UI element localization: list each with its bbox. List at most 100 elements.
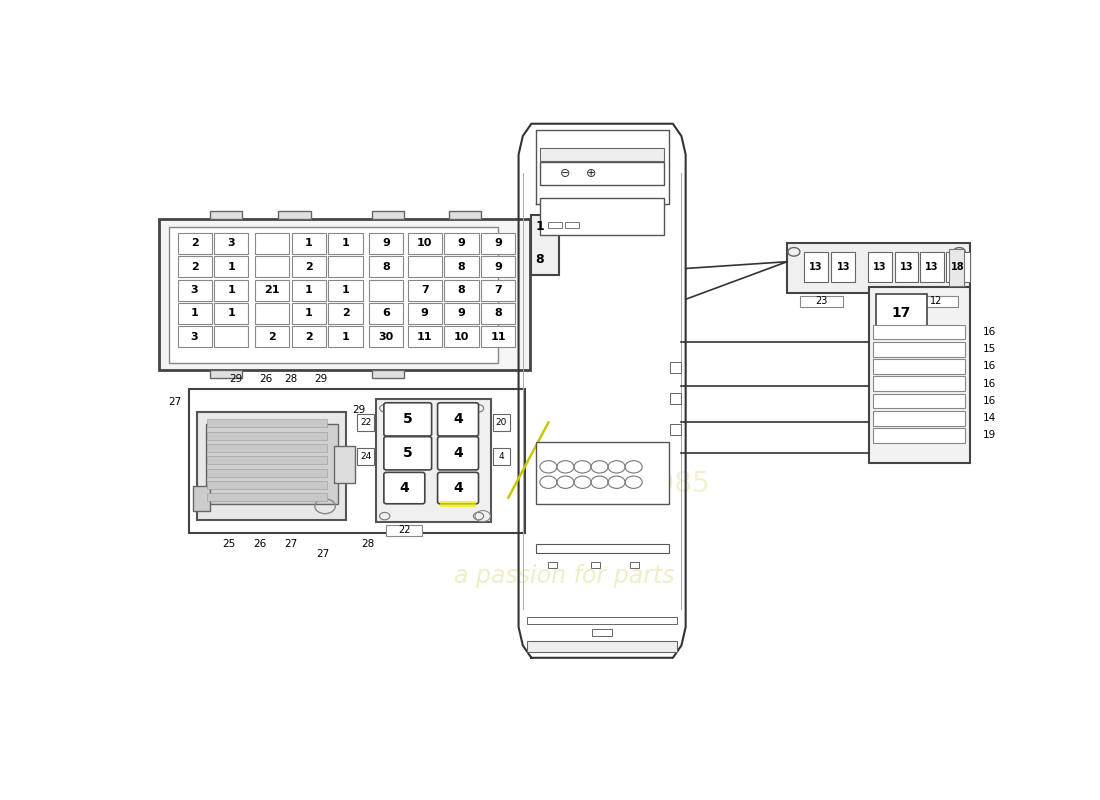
Text: 1: 1 <box>342 238 350 248</box>
Text: 1: 1 <box>228 262 235 272</box>
Text: 13: 13 <box>810 262 823 272</box>
FancyBboxPatch shape <box>384 402 431 436</box>
Text: 1: 1 <box>342 285 350 295</box>
Bar <box>358 448 374 465</box>
Text: ⊕: ⊕ <box>586 167 596 180</box>
Bar <box>255 256 289 277</box>
Bar <box>255 303 289 324</box>
Text: 29: 29 <box>315 374 328 384</box>
Bar <box>788 242 970 293</box>
Bar <box>444 233 478 254</box>
Text: 9: 9 <box>421 309 429 318</box>
Text: 13: 13 <box>873 262 887 272</box>
Bar <box>592 629 613 636</box>
Bar <box>214 279 249 301</box>
Bar <box>527 617 678 624</box>
Text: 7: 7 <box>421 285 429 295</box>
Text: 8: 8 <box>536 253 544 266</box>
Bar <box>920 253 944 282</box>
Text: 16: 16 <box>982 378 996 389</box>
Bar <box>210 370 242 378</box>
Text: 2: 2 <box>268 332 276 342</box>
Bar <box>670 424 681 435</box>
Bar <box>358 414 374 431</box>
Bar <box>370 233 404 254</box>
FancyBboxPatch shape <box>438 437 478 470</box>
Bar <box>440 501 476 507</box>
Bar <box>370 256 404 277</box>
Bar <box>370 303 404 324</box>
Bar <box>214 233 249 254</box>
Bar <box>372 211 405 219</box>
Text: 3: 3 <box>190 332 198 342</box>
Text: 6: 6 <box>383 309 390 318</box>
Bar <box>292 256 326 277</box>
Bar <box>208 456 327 464</box>
Text: 29: 29 <box>352 405 366 415</box>
Bar <box>329 303 363 324</box>
Bar <box>670 362 681 373</box>
Bar <box>591 562 600 569</box>
Bar <box>177 233 211 254</box>
Text: 28: 28 <box>361 539 374 549</box>
Text: 27: 27 <box>317 549 330 558</box>
Bar <box>408 233 442 254</box>
Text: 28: 28 <box>284 374 298 384</box>
Bar <box>255 233 289 254</box>
Bar <box>329 233 363 254</box>
Text: 16: 16 <box>982 327 996 337</box>
Bar <box>408 303 442 324</box>
Text: 4: 4 <box>399 481 409 495</box>
Bar <box>208 444 327 452</box>
Text: 1: 1 <box>190 309 198 318</box>
Bar <box>873 410 966 426</box>
Text: a passion for parts: a passion for parts <box>453 565 674 589</box>
Bar <box>670 393 681 404</box>
Bar <box>278 211 310 219</box>
FancyBboxPatch shape <box>438 402 478 436</box>
Bar <box>370 279 404 301</box>
Text: 1: 1 <box>228 309 235 318</box>
Bar <box>876 294 927 331</box>
Bar <box>376 399 492 522</box>
Text: 15: 15 <box>982 344 996 354</box>
FancyBboxPatch shape <box>384 472 425 504</box>
Text: 5: 5 <box>403 446 412 460</box>
Text: 4: 4 <box>498 452 504 461</box>
Text: 23: 23 <box>815 296 827 306</box>
Bar <box>444 279 478 301</box>
Bar <box>255 326 289 347</box>
Text: 7: 7 <box>494 285 502 295</box>
Bar <box>873 376 966 391</box>
Bar <box>370 326 404 347</box>
Bar <box>481 326 515 347</box>
Bar <box>333 446 355 483</box>
Bar <box>449 211 481 219</box>
Bar <box>169 226 498 362</box>
Bar <box>540 148 664 161</box>
Text: 1: 1 <box>305 309 312 318</box>
Text: 2: 2 <box>305 332 312 342</box>
Text: 20: 20 <box>496 418 507 427</box>
Bar <box>208 469 327 477</box>
Bar <box>481 303 515 324</box>
Bar <box>915 296 958 306</box>
Text: 1985: 1985 <box>639 470 710 498</box>
Bar <box>329 256 363 277</box>
Bar <box>408 279 442 301</box>
Text: 8: 8 <box>458 285 465 295</box>
Bar <box>386 526 422 536</box>
Text: 13: 13 <box>925 262 938 272</box>
Text: 26: 26 <box>258 374 272 384</box>
Bar <box>177 256 211 277</box>
Text: 17: 17 <box>892 306 911 320</box>
Text: 8: 8 <box>383 262 390 272</box>
Bar <box>873 342 966 357</box>
Bar <box>329 279 363 301</box>
Text: 24: 24 <box>361 452 372 461</box>
Bar <box>329 326 363 347</box>
Text: 1: 1 <box>536 221 544 234</box>
Bar <box>565 222 579 229</box>
Text: 4: 4 <box>453 446 463 460</box>
Bar <box>873 325 966 339</box>
